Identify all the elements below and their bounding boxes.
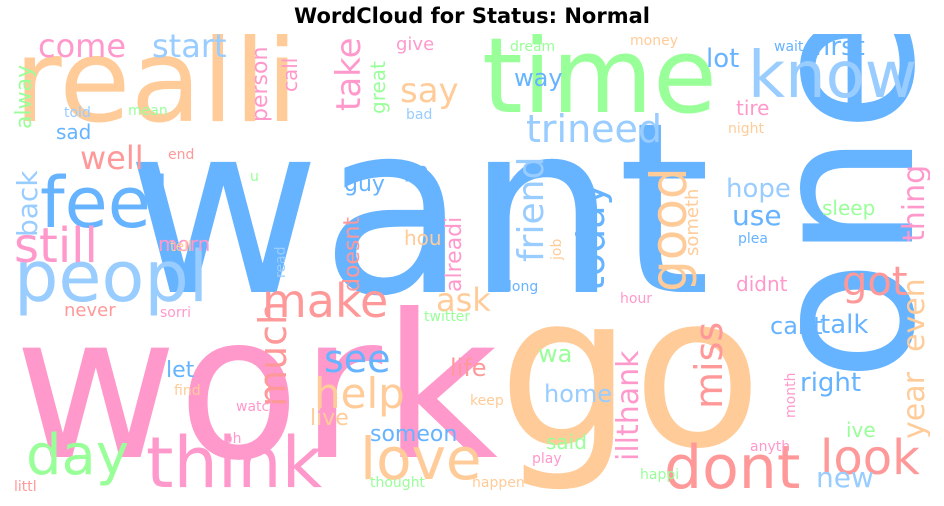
- word-doesnt: doesnt: [340, 217, 365, 292]
- word-thing: thing: [897, 164, 930, 242]
- word-mean: mean: [128, 103, 168, 119]
- word-much: much: [251, 300, 295, 407]
- word-guy: guy: [344, 172, 385, 197]
- chart-title: WordCloud for Status: Normal: [294, 4, 650, 28]
- word-go: go: [498, 248, 763, 495]
- word-day: day: [26, 423, 130, 488]
- word-never: never: [64, 300, 116, 321]
- word-cloud: want work go one realli time know think feel peop…: [14, 34, 930, 500]
- word-keep: keep: [470, 393, 504, 409]
- word-hour: hour: [620, 291, 653, 307]
- word-work: work: [14, 272, 498, 500]
- word-even: even: [897, 278, 930, 352]
- word-lot: lot: [706, 44, 740, 74]
- word-still: still: [14, 218, 98, 274]
- word-bad: bad: [406, 107, 433, 123]
- word-cant: cant: [770, 312, 823, 340]
- word-tell: tell: [170, 239, 192, 255]
- word-live: live: [310, 406, 349, 431]
- word-first: first: [814, 34, 865, 62]
- word-give: give: [396, 34, 435, 55]
- word-littl: littl: [14, 479, 37, 495]
- word-happi: happi: [640, 467, 680, 483]
- word-dream: dream: [510, 39, 556, 55]
- word-say: say: [400, 71, 459, 111]
- word-make: make: [262, 274, 389, 328]
- word-sad: sad: [56, 120, 92, 144]
- word-ye: ye: [404, 158, 429, 182]
- word-look: look: [820, 430, 920, 486]
- word-person: person: [248, 46, 273, 122]
- word-miss: miss: [687, 321, 731, 409]
- word-wa: wa: [538, 340, 573, 368]
- word-alreadi: alreadi: [442, 216, 467, 292]
- word-oh: oh: [224, 431, 242, 447]
- word-hou: hou: [404, 226, 442, 250]
- word-new: new: [816, 461, 874, 494]
- word-see: see: [324, 337, 391, 381]
- word-play: play: [532, 451, 562, 467]
- word-feel: feel: [40, 162, 171, 244]
- word-back: back: [14, 170, 44, 237]
- word-want: want: [126, 72, 711, 349]
- word-life: life: [450, 354, 487, 382]
- word-month: month: [783, 372, 799, 418]
- word-dont: dont: [664, 433, 801, 500]
- word-told: told: [64, 105, 91, 121]
- word-didnt: didnt: [736, 272, 788, 296]
- word-money: money: [630, 34, 678, 49]
- word-home: home: [544, 380, 613, 408]
- word-got: got: [842, 259, 908, 305]
- word-talk: talk: [820, 310, 869, 340]
- word-call: call: [278, 57, 302, 92]
- word-happen: happen: [472, 475, 525, 491]
- word-twitter: twitter: [424, 309, 471, 325]
- word-plea: plea: [738, 231, 768, 247]
- word-find: find: [174, 383, 201, 399]
- word-night: night: [728, 121, 765, 137]
- word-help: help: [314, 369, 405, 418]
- word-watch: watch: [236, 399, 279, 415]
- word-let: let: [166, 358, 195, 383]
- word-well: well: [80, 139, 144, 177]
- word-hope: hope: [726, 174, 791, 204]
- word-end: end: [168, 147, 195, 163]
- word-use: use: [732, 199, 782, 232]
- word-way: way: [514, 64, 563, 92]
- word-come: come: [38, 34, 127, 65]
- word-said: said: [546, 430, 587, 454]
- word-peopl: peopl: [14, 236, 209, 318]
- word-friend: friend: [511, 156, 552, 262]
- word-ask: ask: [436, 281, 491, 319]
- word-someth: someth: [682, 188, 703, 256]
- word-illthank: illthank: [611, 350, 646, 461]
- word-today: today: [569, 182, 613, 291]
- word-read: read: [273, 246, 289, 278]
- word-anyth: anyth: [750, 439, 791, 455]
- word-ive: ive: [846, 418, 876, 442]
- word-job: job: [549, 238, 565, 260]
- word-alway: alway: [14, 64, 37, 129]
- word-great: great: [366, 61, 390, 114]
- word-wait: wait: [774, 39, 804, 55]
- word-sorri: sorri: [160, 305, 192, 321]
- word-year: year: [897, 372, 930, 439]
- word-sleep: sleep: [822, 196, 876, 220]
- word-right: right: [800, 368, 862, 398]
- word-long: long: [508, 279, 539, 295]
- word-thought: thought: [370, 475, 426, 491]
- word-trineed: trineed: [526, 107, 663, 151]
- word-take: take: [329, 37, 369, 111]
- word-think: think: [146, 422, 323, 500]
- word-u: u: [250, 169, 259, 185]
- word-realli: realli: [14, 34, 299, 149]
- word-tire: tire: [736, 96, 770, 120]
- word-start: start: [152, 34, 227, 65]
- word-time: time: [482, 34, 717, 137]
- word-love: love: [360, 425, 482, 493]
- word-morn: morn: [158, 232, 211, 256]
- word-know: know: [748, 39, 918, 113]
- word-someon: someon: [370, 422, 458, 447]
